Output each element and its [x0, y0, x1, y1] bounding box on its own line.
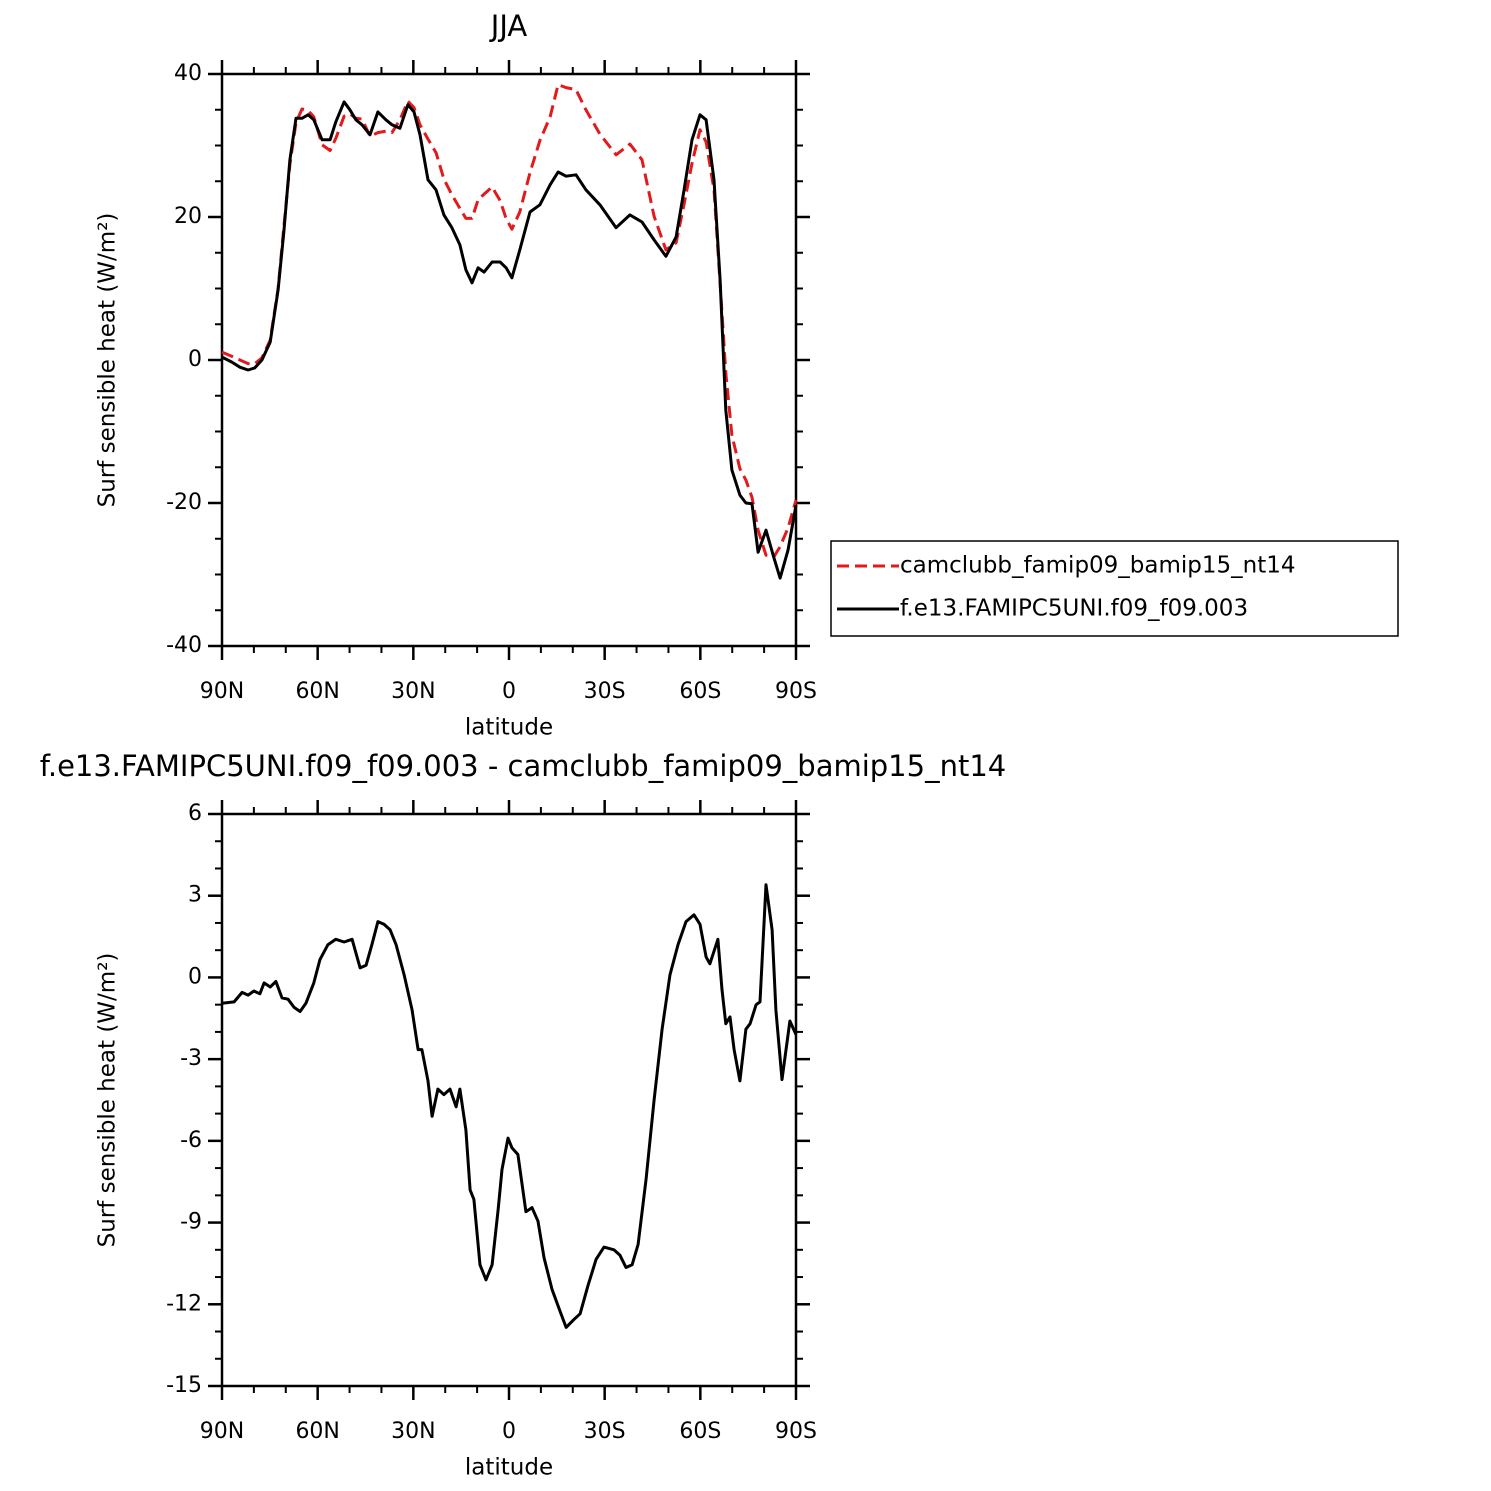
- x-tick-label: 90S: [775, 1419, 817, 1444]
- y-tick-label: 20: [174, 204, 202, 229]
- y-tick-label: -12: [166, 1291, 202, 1316]
- x-tick-label: 30S: [584, 1419, 626, 1444]
- plot-frame: [220, 812, 798, 1388]
- x-tick-label: 30N: [391, 1419, 435, 1444]
- y-tick-label: -15: [166, 1373, 202, 1398]
- x-tick-label: 60S: [679, 679, 721, 704]
- y-tick-label: 6: [188, 801, 202, 826]
- data-line: [221, 883, 798, 1329]
- y-tick-label: 0: [188, 347, 202, 372]
- y-tick-label: -20: [166, 490, 202, 515]
- y-tick-label: -40: [166, 633, 202, 658]
- x-tick-label: 60N: [295, 679, 339, 704]
- x-axis-label: latitude: [465, 1455, 553, 1481]
- x-tick-label: 30N: [391, 679, 435, 704]
- y-tick-label: 0: [188, 964, 202, 989]
- y-axis-label: Surf sensible heat (W/m²): [95, 953, 121, 1248]
- x-tick-label: 90N: [200, 1419, 244, 1444]
- x-tick-label: 0: [502, 679, 516, 704]
- x-tick-label: 60N: [295, 1419, 339, 1444]
- legend-box: [830, 540, 1399, 637]
- x-tick-label: 60S: [679, 1419, 721, 1444]
- y-tick-label: -6: [180, 1128, 202, 1153]
- x-tick-label: 0: [502, 1419, 516, 1444]
- chart-title: f.e13.FAMIPC5UNI.f09_f09.003 - camclubb_…: [40, 749, 1007, 783]
- y-axis-label: Surf sensible heat (W/m²): [95, 213, 121, 508]
- x-tick-label: 30S: [584, 679, 626, 704]
- legend-label: camclubb_famip09_bamip15_nt14: [900, 553, 1296, 579]
- y-tick-label: 40: [174, 61, 202, 86]
- x-tick-label: 90N: [200, 679, 244, 704]
- y-tick-label: 3: [188, 883, 202, 908]
- legend-label: f.e13.FAMIPC5UNI.f09_f09.003: [900, 596, 1248, 622]
- x-axis-label: latitude: [465, 715, 553, 741]
- data-line: [221, 100, 798, 580]
- x-tick-label: 90S: [775, 679, 817, 704]
- y-tick-label: -3: [180, 1046, 202, 1071]
- y-tick-label: -9: [180, 1210, 202, 1235]
- chart-title: JJA: [489, 9, 528, 43]
